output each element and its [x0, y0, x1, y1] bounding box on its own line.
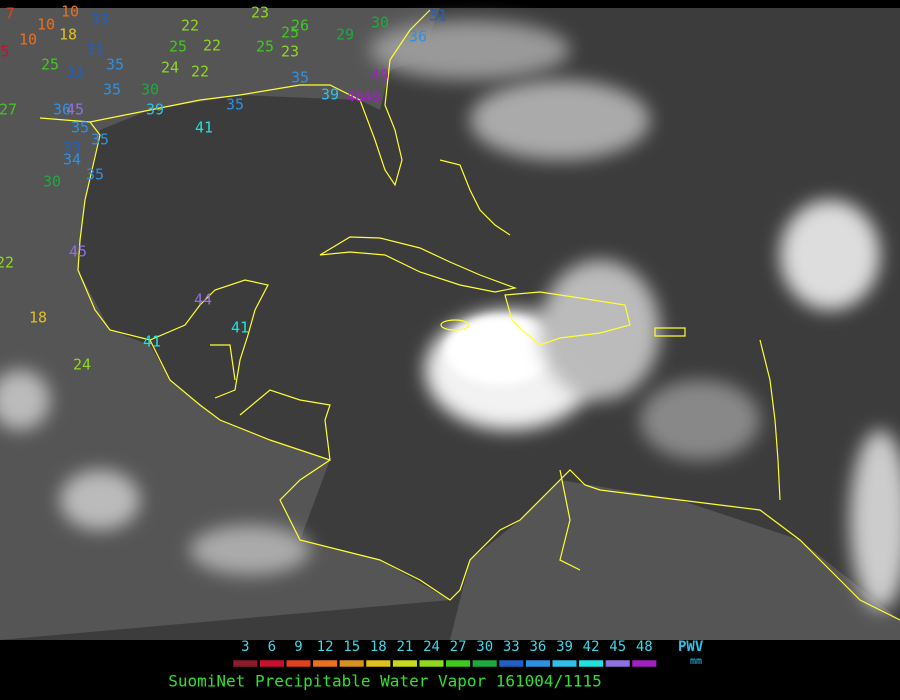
station-value: 30 [141, 81, 159, 99]
station-value: 45 [66, 101, 84, 119]
colorbar-tick-label: 27 [450, 639, 467, 655]
colorbar-swatch [339, 659, 365, 668]
colorbar-swatch [498, 659, 524, 668]
colorbar-tick-label: 6 [268, 639, 276, 655]
station-value: 5 [0, 43, 9, 61]
station-value: 25 [41, 56, 59, 74]
station-value: 29 [336, 26, 354, 44]
colorbar-swatch [578, 659, 604, 668]
station-value: 41 [231, 319, 249, 337]
station-value: 22 [191, 63, 209, 81]
colorbar-tick-label: 12 [317, 639, 334, 655]
colorbar-swatch [259, 659, 285, 668]
colorbar-swatch [392, 659, 418, 668]
colorbar: 3 6 9 12 15 18 21 24 27 30 33 36 39 42 45 48 [232, 639, 657, 668]
station-value: 35 [71, 119, 89, 137]
colorbar-tick-label: 42 [583, 639, 600, 655]
station-value: 18 [59, 26, 77, 44]
station-value: 35 [103, 81, 121, 99]
station-value: 10 [37, 16, 55, 34]
station-value: 27 [0, 101, 17, 119]
station-value: 45 [69, 243, 87, 261]
station-value: 31 [429, 7, 447, 25]
station-value: 41 [143, 333, 161, 351]
station-value: 49 [363, 88, 381, 106]
station-value: 25 [256, 38, 274, 56]
colorbar-tick-label: 39 [556, 639, 573, 655]
colorbar-tick-label: 33 [503, 639, 520, 655]
colorbar-swatch [365, 659, 391, 668]
station-value: 35 [91, 131, 109, 149]
station-value: 33 [91, 11, 109, 29]
colorbar-swatch [285, 659, 312, 668]
station-value: 35 [291, 69, 309, 87]
colorbar-tick-label: 18 [370, 639, 387, 655]
colorbar-tick-label: 30 [476, 639, 493, 655]
colorbar-swatch [551, 659, 578, 668]
colorbar-swatch [445, 659, 471, 668]
colorbar-tick-label: 9 [294, 639, 302, 655]
colorbar-tick-label: 45 [609, 639, 626, 655]
station-value: 41 [195, 119, 213, 137]
station-value: 34 [63, 151, 81, 169]
legend-panel [0, 640, 900, 700]
station-value: 35 [226, 96, 244, 114]
station-value: 18 [29, 309, 47, 327]
station-value: 25 [169, 38, 187, 56]
station-value: 22 [0, 254, 14, 272]
station-value: 22 [203, 37, 221, 55]
colorbar-unit: mm [690, 656, 702, 667]
station-value: 35 [86, 166, 104, 184]
station-value: 49 [371, 67, 389, 85]
station-value: 31 [86, 41, 104, 59]
coastlines [39, 9, 900, 621]
colorbar-tick-label: 24 [423, 639, 440, 655]
colorbar-tick-label: 3 [241, 639, 249, 655]
station-value: 10 [19, 31, 37, 49]
station-value: 48 [346, 88, 364, 106]
station-value: 26 [291, 17, 309, 35]
colorbar-swatch [418, 659, 445, 668]
station-value: 23 [281, 43, 299, 61]
colorbar-tick-label: 21 [396, 639, 413, 655]
colorbar-tick-label: 15 [343, 639, 360, 655]
station-value: 22 [181, 17, 199, 35]
station-value: 36 [53, 101, 71, 119]
station-value: 39 [321, 86, 339, 104]
colorbar-tick-label: 48 [636, 639, 653, 655]
colorbar-label: PWV [678, 639, 704, 655]
station-value: 39 [146, 101, 164, 119]
map-title: SuomiNet Precipitable Water Vapor 161004… [168, 672, 601, 691]
station-value: 24 [161, 59, 179, 77]
colorbar-swatch [525, 659, 551, 668]
station-value: 36 [409, 28, 427, 46]
station-value: 33 [63, 139, 81, 157]
colorbar-swatch [312, 659, 338, 668]
clouds [0, 20, 900, 610]
colorbar-swatch [631, 659, 657, 668]
colorbar-swatch [232, 659, 258, 668]
station-value: 24 [73, 356, 91, 374]
colorbar-swatch [605, 659, 631, 668]
station-value: 30 [371, 14, 389, 32]
colorbar-swatch [472, 659, 498, 668]
station-value: 35 [106, 56, 124, 74]
station-value: 44 [194, 291, 212, 309]
station-value: 33 [66, 64, 84, 82]
station-value: 30 [43, 173, 61, 191]
station-value: 25 [281, 24, 299, 42]
station-value: 10 [61, 3, 79, 21]
station-value: 7 [5, 5, 14, 23]
colorbar-tick-label: 36 [529, 639, 546, 655]
station-value: 23 [251, 4, 269, 22]
